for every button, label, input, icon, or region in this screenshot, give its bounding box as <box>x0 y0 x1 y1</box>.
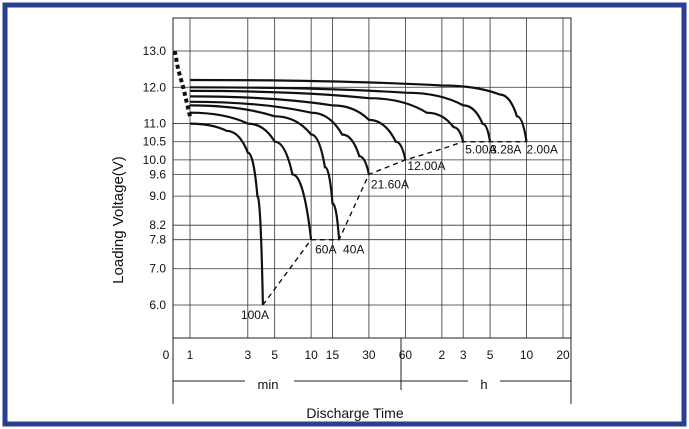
y-tick-label: 12.0 <box>143 80 167 94</box>
y-tick-label: 11.0 <box>144 117 167 131</box>
y-tick-label: 10.0 <box>143 153 167 167</box>
x-tick-label: 10 <box>520 348 534 362</box>
x-tick-label: 5 <box>271 348 278 362</box>
end-voltage-dashed-line <box>262 140 527 306</box>
x-tick-label: 60 <box>399 348 413 362</box>
x-tick-label: 30 <box>362 348 376 362</box>
curve-60a <box>189 111 313 240</box>
y-tick-label: 6.0 <box>149 298 166 312</box>
x-tick-label: 20 <box>556 348 570 362</box>
y-axis-ticks: 13.0 12.0 11.0 10.5 10.09.6 9.0 8.27.8 7.0 6.0 <box>143 44 167 312</box>
curve-label-40a: 40A <box>343 243 364 257</box>
curve-100a <box>189 122 264 306</box>
discharge-curves <box>172 50 528 306</box>
x-axis-ticks: 0 1 3 5 10 15 30 60 2 3 5 10 20 <box>163 348 570 362</box>
x-axis-label: Discharge Time <box>306 405 403 421</box>
x-tick-label: 1 <box>187 348 194 362</box>
y-tick-label: 9.6 <box>149 167 166 181</box>
x-tick-label: 3 <box>460 348 467 362</box>
curve-label-12-00a: 12.00A <box>407 159 445 173</box>
x-tick-label: 3 <box>244 348 251 362</box>
curve-label-21-60a: 21.60A <box>371 177 409 191</box>
x-tick-label: 5 <box>487 348 494 362</box>
y-axis-label: Loading Voltage(V) <box>110 156 127 284</box>
x-tick-label: 15 <box>326 348 340 362</box>
curve-label-100a: 100A <box>241 308 269 322</box>
initial-voltage-dashes <box>172 50 192 117</box>
curve-3-28a <box>189 86 492 142</box>
curve-label-3-28a: 3.28A <box>490 143 521 157</box>
y-tick-label: 9.0 <box>149 189 166 203</box>
x-tick-label: 2 <box>439 348 446 362</box>
curve-label-5-00a: 5.00A <box>465 143 496 157</box>
unit-h-label: h <box>480 377 487 392</box>
curve-21-60a <box>189 100 370 175</box>
curve-5-00a <box>189 89 465 142</box>
curve-12-00a <box>189 95 407 161</box>
y-tick-label: 7.8 <box>149 233 166 247</box>
y-tick-label: 7.0 <box>149 262 166 276</box>
x-tick-label: 10 <box>304 348 318 362</box>
y-tick-label: 10.5 <box>143 135 167 149</box>
unit-min-label: min <box>258 377 279 392</box>
curve-40a <box>189 104 341 240</box>
curve-2-00a <box>189 78 528 142</box>
y-tick-label: 8.2 <box>149 218 166 232</box>
plot-border <box>172 17 572 339</box>
grid-lines <box>173 18 571 338</box>
curve-label-60a: 60A <box>315 243 336 257</box>
y-tick-label: 13.0 <box>143 44 167 58</box>
x-tick-label: 0 <box>163 348 170 362</box>
curve-label-2-00a: 2.00A <box>527 143 558 157</box>
